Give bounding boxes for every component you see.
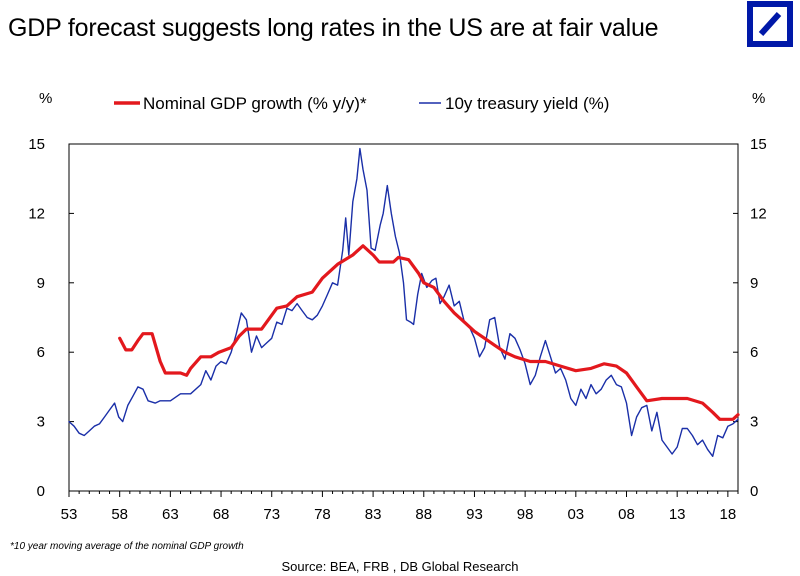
x-tick-label: 13 — [669, 506, 686, 523]
y-tick-label-right: 15 — [750, 136, 767, 153]
x-tick-label: 88 — [415, 506, 432, 523]
y-tick-label-left: 6 — [37, 344, 45, 361]
plot-frame — [68, 143, 739, 492]
x-tick-label: 98 — [517, 506, 534, 523]
y-tick-label-right: 12 — [750, 205, 767, 222]
deutsche-bank-logo — [747, 1, 793, 47]
y-axis-unit-left: % — [39, 90, 52, 107]
source-note: Source: BEA, FRB , DB Global Research — [281, 559, 519, 574]
logo-slash — [758, 11, 782, 37]
x-tick-label: 63 — [162, 506, 179, 523]
x-tick-label: 08 — [618, 506, 635, 523]
y-tick-label-left: 9 — [37, 275, 45, 292]
series-line-10y-yield — [68, 147, 739, 457]
x-tick-label: 53 — [61, 506, 78, 523]
y-tick-label-right: 3 — [750, 414, 758, 431]
y-tick-label-left: 12 — [28, 205, 45, 222]
x-tick-label: 78 — [314, 506, 331, 523]
axis-ticks — [68, 143, 739, 497]
legend-label-gdp: Nominal GDP growth (% y/y)* — [143, 94, 367, 113]
x-tick-label: 73 — [263, 506, 280, 523]
x-tick-label: 03 — [567, 506, 584, 523]
x-tick-label: 83 — [365, 506, 382, 523]
legend-label-yield: 10y treasury yield (%) — [445, 94, 609, 113]
x-tick-label: 93 — [466, 506, 483, 523]
legend: Nominal GDP growth (% y/y)* 10y treasury… — [114, 94, 609, 113]
footnote: *10 year moving average of the nominal G… — [10, 541, 244, 552]
series-layer — [68, 147, 740, 457]
series-line-nominal-gdp — [118, 244, 740, 421]
x-tick-label: 18 — [720, 506, 737, 523]
chart-title: GDP forecast suggests long rates in the … — [8, 14, 659, 42]
y-axis-unit-right: % — [752, 90, 765, 107]
x-tick-label: 58 — [111, 506, 128, 523]
y-tick-label-right: 9 — [750, 275, 758, 292]
x-tick-label: 68 — [213, 506, 230, 523]
y-tick-label-left: 3 — [37, 414, 45, 431]
y-tick-label-left: 15 — [28, 136, 45, 153]
y-tick-label-right: 6 — [750, 344, 758, 361]
y-tick-label-left: 0 — [37, 483, 45, 500]
y-tick-label-right: 0 — [750, 483, 758, 500]
logo-square — [747, 1, 793, 47]
